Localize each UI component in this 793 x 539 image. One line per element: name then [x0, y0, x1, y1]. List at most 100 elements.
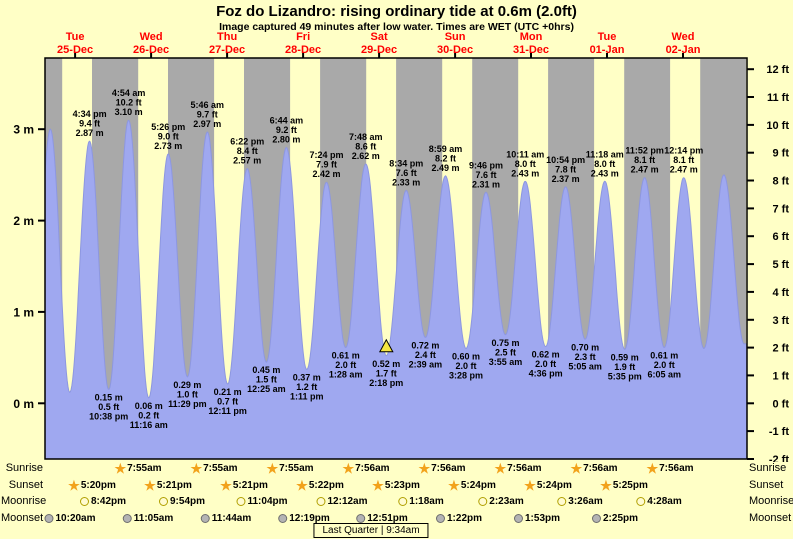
y-axis-label-ft: 5 ft [773, 259, 790, 271]
moonset-icon [122, 513, 132, 523]
moonrise-icon [158, 497, 168, 506]
low-tide-annotation: 2.0 ft [535, 359, 556, 369]
low-tide-annotation: 0.60 m [452, 352, 480, 362]
sun-star-icon: ★ [372, 477, 384, 493]
high-tide-annotation: 8.2 ft [435, 153, 456, 163]
sun-star-icon: ★ [600, 477, 612, 493]
high-tide-annotation: 8.1 ft [634, 155, 655, 165]
sun-star-icon: ★ [418, 461, 431, 476]
low-tide-annotation: 11:29 pm [168, 399, 207, 409]
low-tide-annotation: 1:28 am [329, 370, 363, 380]
high-tide-annotation: 2.87 m [76, 128, 104, 138]
date-label-dow: Tue [66, 31, 85, 43]
low-tide-annotation: 2.0 ft [654, 360, 675, 370]
moonrise-time: 11:04pm [236, 494, 288, 509]
sun-star-icon: ★ [646, 461, 659, 476]
high-tide-annotation: 8.0 ft [515, 159, 536, 169]
low-tide-annotation: 10:38 pm [89, 412, 128, 422]
high-tide-annotation: 8.1 ft [673, 155, 694, 165]
moonrise-time: 8:42pm [79, 494, 126, 509]
low-tide-annotation: 11:16 am [130, 420, 168, 430]
low-tide-annotation: 1.5 ft [256, 375, 277, 385]
high-tide-annotation: 9.4 ft [79, 119, 100, 129]
y-axis-label-ft: 1 ft [773, 370, 790, 382]
low-tide-annotation: 1:11 pm [290, 392, 324, 402]
high-tide-annotation: 2.37 m [552, 174, 580, 184]
moonrise-time: 9:54pm [158, 494, 205, 509]
moonrise-time: 3:26am [557, 494, 603, 509]
moonset-time: 11:05am [122, 511, 173, 526]
high-tide-annotation: 4:54 am [112, 88, 146, 98]
astro-row-label-sunrise-right: Sunrise [749, 462, 787, 474]
moonrise-icon [236, 497, 246, 506]
low-tide-annotation: 5:05 am [568, 361, 602, 371]
moonset-icon [44, 513, 54, 523]
high-tide-annotation: 9.7 ft [197, 110, 218, 120]
astro-row-label-sunrise-left: Sunrise [5, 462, 43, 474]
moonrise-icon [636, 497, 646, 506]
high-tide-annotation: 2.62 m [352, 151, 380, 161]
y-axis-label-m: 2 m [13, 214, 34, 228]
moonset-icon [435, 513, 445, 523]
date-label-dow: Fri [296, 31, 310, 43]
date-label-dow: Tue [598, 31, 617, 43]
moonset-time: 12:51pm [356, 511, 408, 526]
high-tide-annotation: 2.57 m [233, 156, 261, 166]
moonrise-icon [557, 497, 567, 506]
high-tide-annotation: 9:46 pm [469, 160, 503, 170]
low-tide-annotation: 0.21 m [214, 387, 242, 397]
high-tide-annotation: 10.2 ft [116, 98, 142, 108]
y-axis-label-ft: 12 ft [766, 64, 789, 76]
date-label-dow: Mon [520, 31, 543, 43]
astro-row-label-moonset-right: Moonset [749, 511, 792, 524]
sun-star-icon: ★ [524, 477, 536, 493]
moonset-time: 1:22pm [435, 511, 482, 526]
low-tide-annotation: 2.5 ft [495, 347, 516, 357]
moonrise-time: 2:23am [478, 494, 524, 509]
sunset-time: ★ 5:23pm [372, 477, 420, 493]
high-tide-annotation: 9.2 ft [276, 125, 297, 135]
low-tide-annotation: 3:55 am [489, 357, 523, 367]
y-axis-label-m: 3 m [13, 123, 34, 137]
low-tide-annotation: 0.59 m [611, 352, 639, 362]
low-tide-annotation: 0.7 ft [217, 397, 238, 407]
sunset-time: ★ 5:20pm [68, 477, 116, 493]
date-label-date: 02-Jan [666, 44, 701, 56]
low-tide-annotation: 0.61 m [332, 351, 360, 361]
sunrise-time: ★ 7:56am [570, 461, 618, 476]
moonrise-time: 1:18am [398, 494, 444, 509]
high-tide-annotation: 3.10 m [115, 107, 143, 117]
sun-star-icon: ★ [114, 461, 127, 476]
y-axis-label-ft: -1 ft [769, 426, 790, 438]
moonset-icon [200, 513, 210, 523]
moonrise-icon [79, 497, 89, 506]
high-tide-annotation: 11:18 am [586, 149, 624, 159]
high-tide-annotation: 7.6 ft [396, 168, 417, 178]
moonset-time: 2:25pm [591, 511, 638, 526]
low-tide-annotation: 0.52 m [372, 359, 400, 369]
date-label-date: 25-Dec [57, 44, 93, 56]
low-tide-annotation: 0.5 ft [98, 402, 119, 412]
sun-star-icon: ★ [494, 461, 507, 476]
sunset-time: ★ 5:21pm [144, 477, 192, 493]
high-tide-annotation: 2.43 m [591, 168, 619, 178]
moonrise-icon [398, 497, 408, 506]
low-tide-annotation: 0.75 m [491, 338, 519, 348]
high-tide-annotation: 2.49 m [431, 163, 459, 173]
astro-row-label-moonset-left: Moonset [1, 511, 44, 524]
high-tide-annotation: 2.80 m [272, 135, 300, 145]
low-tide-annotation: 0.29 m [173, 380, 201, 390]
date-label-date: 26-Dec [133, 44, 169, 56]
astro-row-label-moonrise-left: Moonrise [1, 495, 47, 507]
low-tide-annotation: 0.72 m [411, 341, 439, 351]
moonset-icon [591, 513, 601, 523]
high-tide-annotation: 2.47 m [631, 165, 659, 175]
low-tide-annotation: 0.70 m [571, 342, 599, 352]
sunrise-time: ★ 7:55am [266, 461, 314, 476]
high-tide-annotation: 6:22 pm [230, 137, 264, 147]
y-axis-label-ft: 8 ft [773, 176, 790, 188]
date-label-dow: Sun [445, 31, 466, 43]
date-label-dow: Sat [371, 31, 388, 43]
moonset-time: 11:44am [200, 511, 251, 526]
